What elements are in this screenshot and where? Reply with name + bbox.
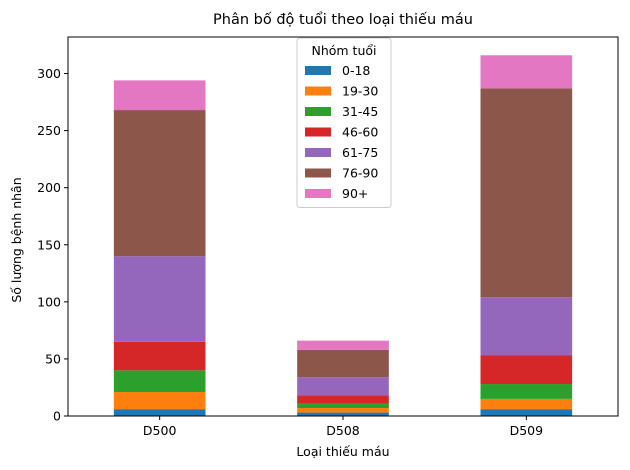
legend-swatch	[305, 148, 331, 157]
bar-segment	[480, 297, 573, 356]
legend: Nhóm tuổi 0-18 19-30 31-45 46-60 61-75 76-90 90…	[296, 37, 392, 208]
bar-segment	[113, 256, 206, 342]
bar-segment	[480, 355, 573, 385]
x-tick-label: D500	[143, 423, 177, 438]
legend-entry: 19-30	[342, 84, 378, 99]
legend-swatch	[305, 107, 331, 116]
bar-segment	[480, 384, 573, 399]
legend-entry: 46-60	[342, 125, 378, 140]
bar-segment	[113, 110, 206, 257]
bar-segment	[113, 80, 206, 111]
bar-segment	[297, 412, 389, 416]
x-axis-label: Loại thiếu máu	[296, 444, 389, 459]
y-tick-label: 300	[37, 66, 61, 81]
legend-entry: 0-18	[342, 63, 370, 78]
y-tick-label: 150	[37, 237, 61, 252]
legend-box	[296, 37, 392, 208]
x-tick-label: D508	[326, 423, 360, 438]
bar-segment	[113, 370, 206, 393]
bar-segment	[297, 395, 389, 404]
y-tick-label: 100	[37, 294, 61, 309]
bar-segment	[113, 341, 206, 371]
legend-swatch	[305, 168, 331, 178]
legend-entry: 76-90	[342, 166, 378, 181]
legend-swatch	[305, 86, 331, 96]
legend-swatch	[305, 189, 331, 198]
bar-segment	[480, 88, 573, 298]
bar-segment	[480, 398, 573, 410]
bar-segment	[297, 403, 389, 409]
bar-segment	[480, 409, 573, 416]
x-axis: D500 D508 D509	[143, 416, 543, 438]
bars-layer	[113, 55, 573, 416]
x-tick-label: D509	[510, 423, 544, 438]
chart-title: Phân bố độ tuổi theo loại thiếu máu	[213, 11, 473, 28]
legend-swatch	[305, 127, 331, 137]
legend-entry: 31-45	[342, 104, 378, 119]
legend-swatch	[305, 66, 331, 75]
y-axis: 0 50 100 150 200 250 300	[37, 66, 68, 424]
bar-segment	[480, 55, 573, 89]
bar-segment	[113, 409, 206, 416]
legend-title: Nhóm tuổi	[311, 43, 376, 58]
legend-entry: 90+	[342, 186, 368, 201]
bar-segment	[113, 392, 206, 410]
y-tick-label: 250	[37, 123, 61, 138]
bar-segment	[297, 377, 389, 396]
bar-segment	[297, 349, 389, 378]
y-tick-label: 0	[53, 409, 61, 424]
y-axis-label: Số lượng bệnh nhân	[9, 177, 24, 302]
y-tick-label: 50	[45, 351, 61, 366]
bar-segment	[297, 340, 389, 350]
bar-segment	[297, 408, 389, 413]
legend-entry: 61-75	[342, 145, 378, 160]
y-tick-label: 200	[37, 180, 61, 195]
